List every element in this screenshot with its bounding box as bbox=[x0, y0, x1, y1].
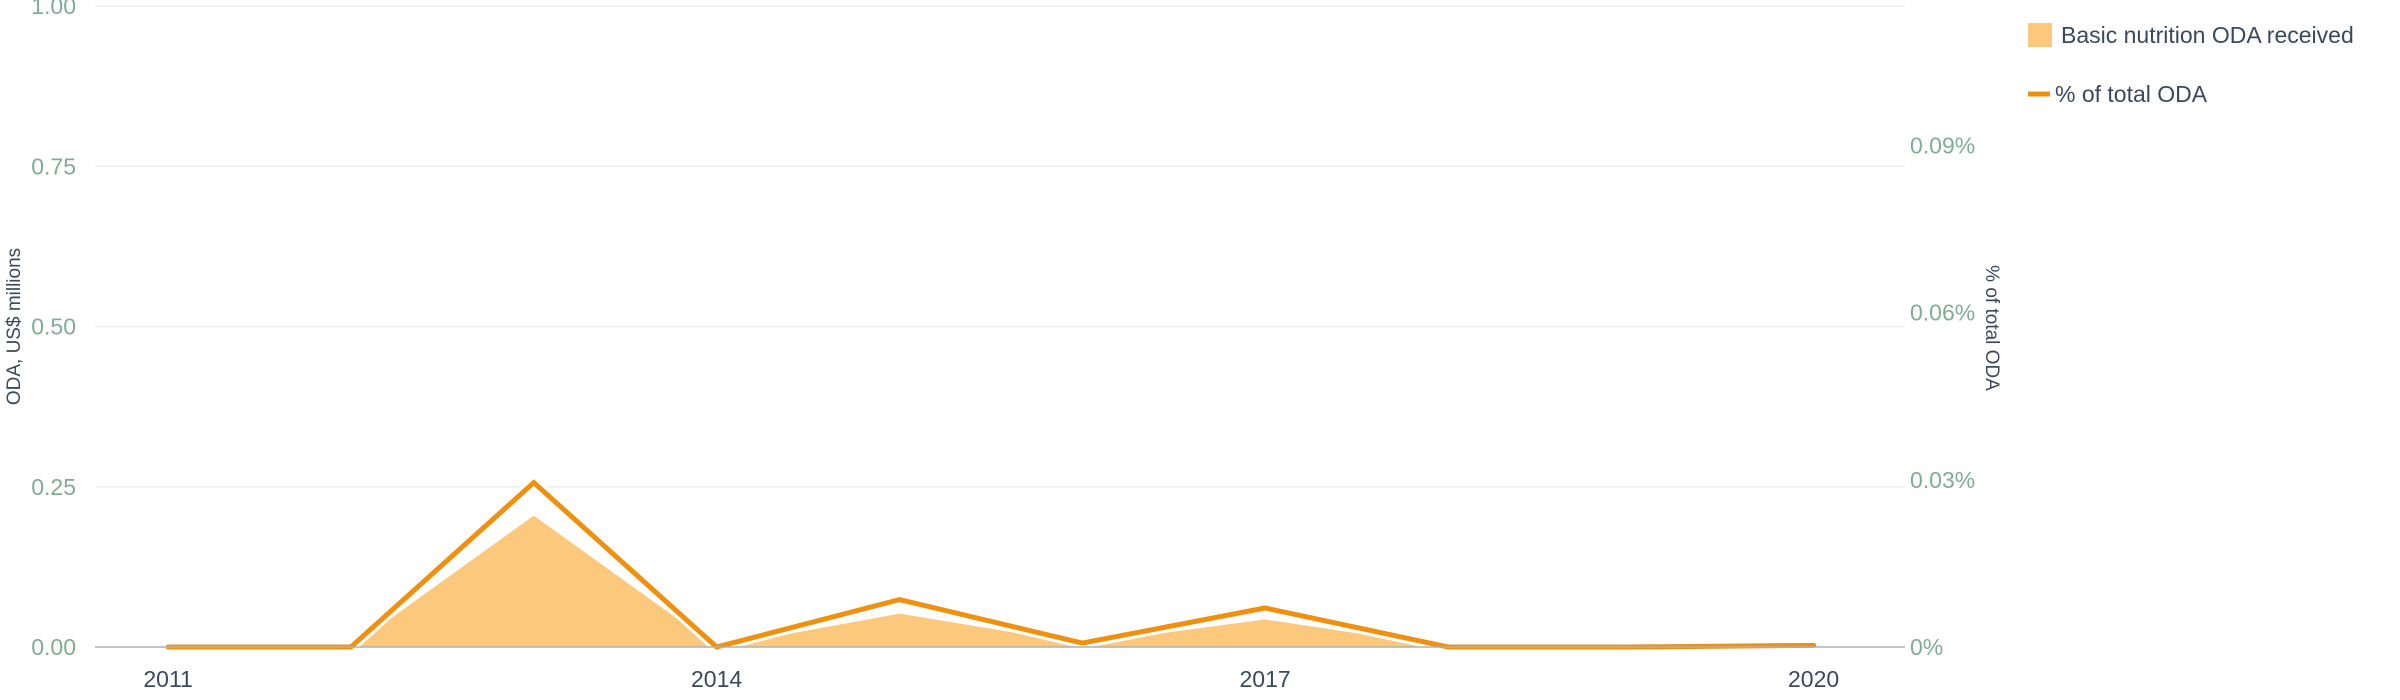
y-left-tick-label: 0.00 bbox=[31, 634, 76, 660]
x-tick-label: 2011 bbox=[143, 666, 192, 692]
y-left-tick-label: 0.75 bbox=[31, 153, 76, 179]
x-tick-label: 2017 bbox=[1240, 666, 1291, 692]
area-series-basic-nutrition-oda bbox=[168, 515, 1814, 647]
axes: 0.00 0.25 0.50 0.75 1.00 0% 0.03% 0.06% 0.09% 201… bbox=[4, 0, 2002, 692]
legend-item[interactable]: Basic nutrition ODA received bbox=[2028, 22, 2354, 48]
y-left-tick-label: 0.50 bbox=[31, 314, 76, 340]
y-left-axis-title: ODA, US$ millions bbox=[4, 248, 25, 405]
y-right-tick-label: 0.03% bbox=[1910, 467, 1975, 493]
x-tick-label: 2014 bbox=[691, 666, 742, 692]
y-right-axis-title: % of total ODA bbox=[1981, 265, 2002, 391]
area-series-layer bbox=[168, 515, 1814, 647]
legend-swatch-area bbox=[2028, 23, 2052, 47]
y-right-tick-label: 0.06% bbox=[1910, 300, 1975, 326]
y-left-tick-label: 0.25 bbox=[31, 474, 76, 500]
legend-label: Basic nutrition ODA received bbox=[2061, 22, 2354, 48]
legend[interactable]: Basic nutrition ODA received % of total O… bbox=[2028, 22, 2354, 107]
x-tick-label: 2020 bbox=[1788, 666, 1839, 692]
legend-item[interactable]: % of total ODA bbox=[2028, 81, 2208, 107]
y-right-tick-label: 0.09% bbox=[1910, 132, 1975, 158]
y-left-tick-label: 1.00 bbox=[31, 0, 76, 19]
y-right-tick-label: 0% bbox=[1910, 634, 1943, 660]
gridlines bbox=[95, 5, 1905, 488]
legend-label: % of total ODA bbox=[2055, 81, 2208, 107]
